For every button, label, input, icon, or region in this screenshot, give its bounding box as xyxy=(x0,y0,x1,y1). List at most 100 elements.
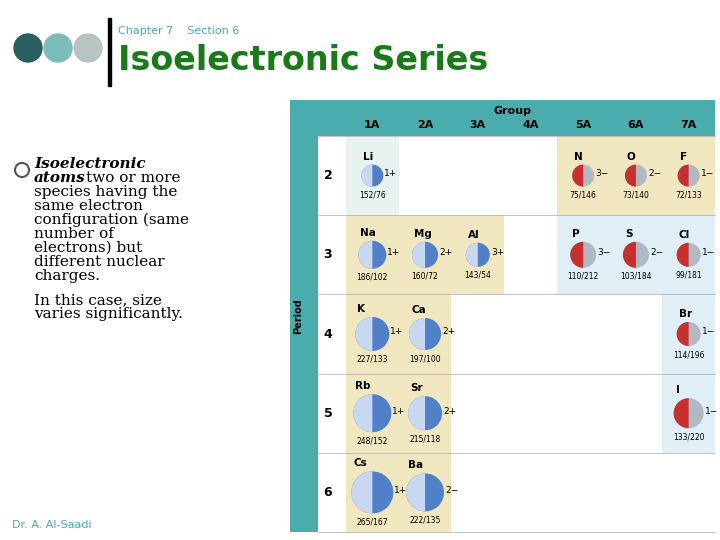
Text: 227/133: 227/133 xyxy=(356,355,388,364)
Text: 3: 3 xyxy=(324,248,333,261)
Circle shape xyxy=(406,474,444,511)
Text: Group: Group xyxy=(493,106,531,116)
Text: 1−: 1− xyxy=(702,248,715,257)
Bar xyxy=(662,294,715,374)
Wedge shape xyxy=(677,322,688,346)
Text: 1+: 1+ xyxy=(392,407,405,416)
Circle shape xyxy=(674,398,703,428)
Text: 2−: 2− xyxy=(650,248,663,257)
Text: Cl: Cl xyxy=(679,230,690,240)
Text: 114/196: 114/196 xyxy=(673,350,704,359)
Text: Li: Li xyxy=(364,152,374,161)
Text: 2: 2 xyxy=(323,169,333,182)
Text: 1A: 1A xyxy=(364,120,381,130)
Text: 1+: 1+ xyxy=(387,248,400,257)
Text: 1−: 1− xyxy=(702,327,715,336)
Text: 186/102: 186/102 xyxy=(356,273,388,282)
Wedge shape xyxy=(623,242,636,268)
Text: 5: 5 xyxy=(323,407,333,420)
Bar xyxy=(318,136,715,532)
Text: 2A: 2A xyxy=(417,120,433,130)
Wedge shape xyxy=(409,318,425,350)
Circle shape xyxy=(678,165,700,187)
Text: 3A: 3A xyxy=(469,120,486,130)
Text: Isoelectronic: Isoelectronic xyxy=(34,157,145,171)
Text: 2+: 2+ xyxy=(442,327,455,336)
Circle shape xyxy=(677,322,701,346)
Text: Ba: Ba xyxy=(408,461,423,470)
Text: species having the: species having the xyxy=(34,185,177,199)
Circle shape xyxy=(19,167,25,173)
Circle shape xyxy=(625,165,647,187)
Text: Al: Al xyxy=(468,230,480,240)
Circle shape xyxy=(354,394,392,432)
Text: 6A: 6A xyxy=(628,120,644,130)
Wedge shape xyxy=(412,242,425,268)
Wedge shape xyxy=(408,396,425,430)
Circle shape xyxy=(44,34,72,62)
Text: electrons) but: electrons) but xyxy=(34,241,143,255)
Text: In this case, size: In this case, size xyxy=(34,293,162,307)
Text: 1−: 1− xyxy=(705,407,718,416)
Bar xyxy=(346,453,451,532)
Circle shape xyxy=(356,317,390,351)
Bar xyxy=(290,100,715,532)
Text: 4: 4 xyxy=(323,327,333,341)
Text: Rb: Rb xyxy=(356,381,371,391)
Wedge shape xyxy=(570,242,583,268)
Wedge shape xyxy=(361,165,372,187)
Text: P: P xyxy=(572,229,580,239)
Circle shape xyxy=(412,242,438,268)
Bar xyxy=(662,374,715,453)
Bar xyxy=(346,374,451,453)
Text: same electron: same electron xyxy=(34,199,143,213)
Text: charges.: charges. xyxy=(34,269,100,283)
Text: 2+: 2+ xyxy=(439,248,452,257)
Text: 2+: 2+ xyxy=(443,407,456,416)
Text: : two or more: : two or more xyxy=(76,171,181,185)
Text: Sr: Sr xyxy=(410,383,423,393)
Circle shape xyxy=(15,163,29,177)
Text: Chapter 7    Section 6: Chapter 7 Section 6 xyxy=(118,26,239,36)
Text: 3−: 3− xyxy=(597,248,611,257)
Text: 103/184: 103/184 xyxy=(620,272,652,281)
Text: 133/220: 133/220 xyxy=(673,432,704,441)
Text: 215/118: 215/118 xyxy=(410,434,441,443)
Text: Dr. A. Al-Saadi: Dr. A. Al-Saadi xyxy=(12,520,91,530)
Text: Cs: Cs xyxy=(354,458,367,468)
Text: 2−: 2− xyxy=(648,169,661,178)
Circle shape xyxy=(74,34,102,62)
Bar xyxy=(346,215,504,294)
Text: 197/100: 197/100 xyxy=(409,354,441,363)
Circle shape xyxy=(361,165,383,187)
Text: O: O xyxy=(627,152,636,161)
Circle shape xyxy=(677,243,701,267)
Text: S: S xyxy=(625,229,632,239)
Text: 43: 43 xyxy=(694,517,710,530)
Text: Period: Period xyxy=(293,298,303,334)
Text: Mg: Mg xyxy=(414,229,432,239)
Circle shape xyxy=(409,318,441,350)
Circle shape xyxy=(359,241,387,269)
Text: I: I xyxy=(675,385,680,395)
Bar xyxy=(557,136,715,215)
Text: 3−: 3− xyxy=(595,169,608,178)
Text: Isoelectronic Series: Isoelectronic Series xyxy=(118,44,488,77)
Circle shape xyxy=(14,34,42,62)
Text: 265/167: 265/167 xyxy=(356,517,388,526)
Text: Ca: Ca xyxy=(411,305,426,315)
Bar xyxy=(108,18,111,86)
Text: 160/72: 160/72 xyxy=(412,272,438,281)
Text: 99/181: 99/181 xyxy=(675,271,702,280)
Wedge shape xyxy=(572,165,583,187)
Text: 73/140: 73/140 xyxy=(623,191,649,200)
Wedge shape xyxy=(406,474,425,511)
Wedge shape xyxy=(625,165,636,187)
Text: 3+: 3+ xyxy=(491,248,504,257)
Text: 6: 6 xyxy=(324,486,333,499)
Bar xyxy=(346,294,451,374)
Text: Br: Br xyxy=(679,309,692,319)
Wedge shape xyxy=(678,165,688,187)
Text: 5A: 5A xyxy=(575,120,591,130)
Text: 110/212: 110/212 xyxy=(567,272,599,281)
